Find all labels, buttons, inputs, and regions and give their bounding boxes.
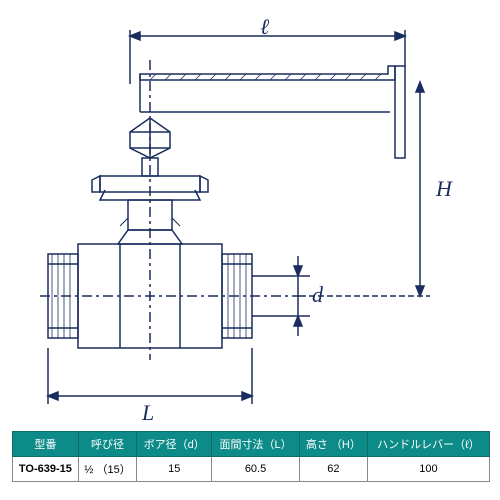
col-nominal: 呼び径 — [78, 432, 136, 457]
dim-label-l: ℓ — [260, 14, 269, 40]
table-header-row: 型番 呼び径 ボア径（d） 面間寸法（L） 高さ （H） ハンドルレバー（ℓ） — [13, 432, 490, 457]
col-handle: ハンドルレバー（ℓ） — [367, 432, 489, 457]
col-model: 型番 — [13, 432, 79, 457]
table-row: TO-639-15 ½ （15） 15 60.5 62 100 — [13, 457, 490, 482]
cell-handle: 100 — [367, 457, 489, 482]
cell-face: 60.5 — [212, 457, 300, 482]
spec-table: 型番 呼び径 ボア径（d） 面間寸法（L） 高さ （H） ハンドルレバー（ℓ） … — [12, 431, 490, 482]
valve-diagram: ℓ H d L — [0, 0, 500, 440]
cell-nominal: ½ （15） — [78, 457, 136, 482]
cell-height: 62 — [299, 457, 367, 482]
cell-model: TO-639-15 — [13, 457, 79, 482]
cell-bore: 15 — [137, 457, 212, 482]
col-face: 面間寸法（L） — [212, 432, 300, 457]
dim-label-L: L — [142, 400, 154, 426]
dim-label-H: H — [436, 176, 452, 202]
dim-label-d: d — [312, 282, 323, 308]
col-height: 高さ （H） — [299, 432, 367, 457]
col-bore: ボア径（d） — [137, 432, 212, 457]
